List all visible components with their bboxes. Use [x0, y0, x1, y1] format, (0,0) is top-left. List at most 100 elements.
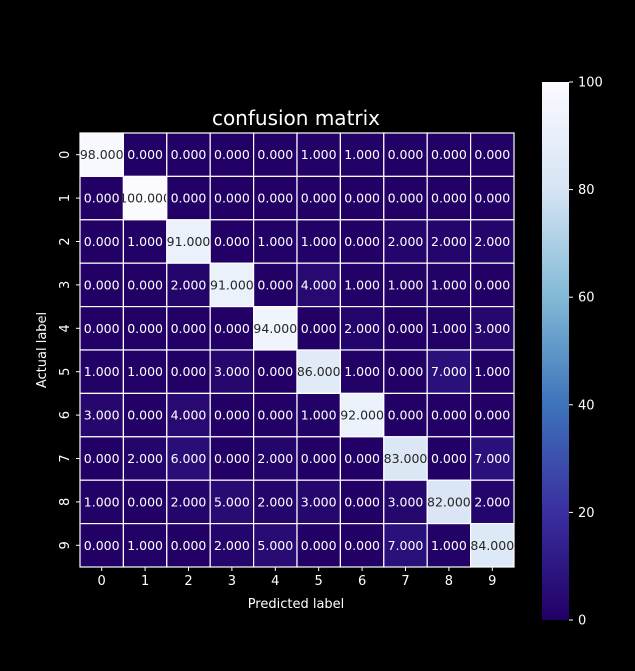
- heatmap-cell: [383, 175, 428, 221]
- cell-value-label: 0.000: [84, 277, 120, 292]
- cell-value-label: 1.000: [257, 234, 293, 249]
- cell-value-label: 7.000: [474, 451, 510, 466]
- heatmap-cell: [470, 219, 515, 264]
- cell-value-label: 0.000: [431, 191, 467, 206]
- cell-value-label: 0.000: [257, 364, 293, 379]
- cell-value-label: 0.000: [257, 277, 293, 292]
- cell-value-label: 0.000: [431, 147, 467, 162]
- cell-value-label: 0.000: [257, 408, 293, 423]
- heatmap-cell: [339, 175, 385, 221]
- x-tick-label: 3: [228, 574, 236, 589]
- cell-value-label: 0.000: [214, 321, 250, 336]
- heatmap-cell: [470, 132, 515, 178]
- cell-value-label: 4.000: [171, 408, 207, 423]
- cell-value-label: 1.000: [127, 538, 163, 553]
- heatmap-cell: [426, 349, 472, 395]
- y-tick-label: 2: [58, 237, 73, 245]
- heatmap-cell: [79, 392, 125, 438]
- cell-value-label: 2.000: [474, 494, 510, 509]
- heatmap-cell: [470, 522, 515, 568]
- heatmap-cell: [253, 436, 298, 481]
- heatmap-cell: [122, 306, 168, 351]
- cell-value-label: 82.000: [427, 494, 471, 509]
- cell-value-label: 3.000: [474, 321, 510, 336]
- cell-value-label: 86.000: [297, 364, 341, 379]
- x-axis-label: Predicted label: [248, 597, 345, 612]
- cell-value-label: 1.000: [301, 408, 337, 423]
- cell-value-label: 0.000: [127, 147, 163, 162]
- colorbar-tick-label: 100: [578, 76, 603, 91]
- cell-value-label: 0.000: [474, 191, 510, 206]
- heatmap-cell: [79, 219, 125, 264]
- heatmap-cell: [209, 392, 255, 438]
- heatmap-cell: [426, 306, 472, 351]
- heatmap-cell: [253, 522, 298, 568]
- heatmap-cell: [339, 479, 385, 525]
- heatmap-cell: [339, 392, 385, 438]
- heatmap-cell: [122, 132, 168, 178]
- cell-value-label: 2.000: [474, 234, 510, 249]
- cell-value-label: 0.000: [431, 451, 467, 466]
- cell-value-label: 0.000: [84, 321, 120, 336]
- heatmap-cell: [209, 436, 255, 481]
- cell-value-label: 0.000: [171, 538, 207, 553]
- x-tick-label: 4: [271, 574, 279, 589]
- heatmap-cell: [426, 175, 472, 221]
- heatmap-cell: [253, 349, 298, 395]
- heatmap-cell: [296, 392, 342, 438]
- heatmap-cell: [296, 436, 342, 481]
- x-tick-label: 6: [358, 574, 366, 589]
- heatmap-cell: [470, 392, 515, 438]
- heatmap-cell: [296, 349, 342, 395]
- heatmap-cell: [426, 479, 472, 525]
- cell-value-label: 1.000: [344, 147, 380, 162]
- cell-value-label: 3.000: [388, 494, 424, 509]
- cell-value-label: 0.000: [127, 277, 163, 292]
- x-tick-label: 9: [488, 574, 496, 589]
- colorbar-ticks: 0 20 40 60 80 100: [569, 76, 603, 629]
- cell-value-label: 1.000: [431, 538, 467, 553]
- colorbar-tick-label: 60: [578, 291, 595, 306]
- heatmap-cell: [470, 175, 515, 221]
- cell-value-label: 0.000: [388, 321, 424, 336]
- y-axis-ticks: 0 1 2 3 4 5 6 7 8 9: [58, 151, 80, 549]
- heatmap-cell: [383, 436, 428, 481]
- cell-value-label: 2.000: [257, 494, 293, 509]
- heatmap-cell: [383, 306, 428, 351]
- cell-value-label: 83.000: [384, 451, 428, 466]
- heatmap-cell: [426, 436, 472, 481]
- cell-value-label: 2.000: [127, 451, 163, 466]
- cell-value-label: 2.000: [257, 451, 293, 466]
- y-tick-label: 1: [58, 194, 73, 202]
- cell-value-label: 91.000: [210, 277, 254, 292]
- heatmap-cell: [122, 479, 168, 525]
- cell-value-label: 5.000: [257, 538, 293, 553]
- cell-value-label: 1.000: [344, 277, 380, 292]
- cell-value-label: 0.000: [171, 321, 207, 336]
- cell-value-label: 3.000: [84, 408, 120, 423]
- heatmap-cell: [79, 349, 125, 395]
- cell-value-label: 3.000: [301, 494, 337, 509]
- cell-value-label: 0.000: [214, 234, 250, 249]
- y-tick-label: 9: [58, 541, 73, 549]
- heatmap-cell: [383, 392, 428, 438]
- cell-value-label: 2.000: [388, 234, 424, 249]
- cell-value-label: 0.000: [344, 451, 380, 466]
- cell-value-label: 0.000: [474, 408, 510, 423]
- cell-value-label: 0.000: [257, 147, 293, 162]
- cell-value-label: 7.000: [431, 364, 467, 379]
- heatmap-cell: [79, 262, 125, 308]
- heatmap-cell: [296, 306, 342, 351]
- cell-value-label: 100.000: [119, 191, 171, 206]
- x-tick-label: 7: [401, 574, 409, 589]
- cell-value-label: 0.000: [388, 147, 424, 162]
- cell-value-label: 1.000: [127, 234, 163, 249]
- cell-value-label: 1.000: [127, 364, 163, 379]
- heatmap-cell: [296, 175, 342, 221]
- cell-value-label: 0.000: [84, 234, 120, 249]
- heatmap-cell: [339, 306, 385, 351]
- heatmap-cell: [339, 262, 385, 308]
- heatmap-cell: [253, 479, 298, 525]
- cell-value-label: 2.000: [214, 538, 250, 553]
